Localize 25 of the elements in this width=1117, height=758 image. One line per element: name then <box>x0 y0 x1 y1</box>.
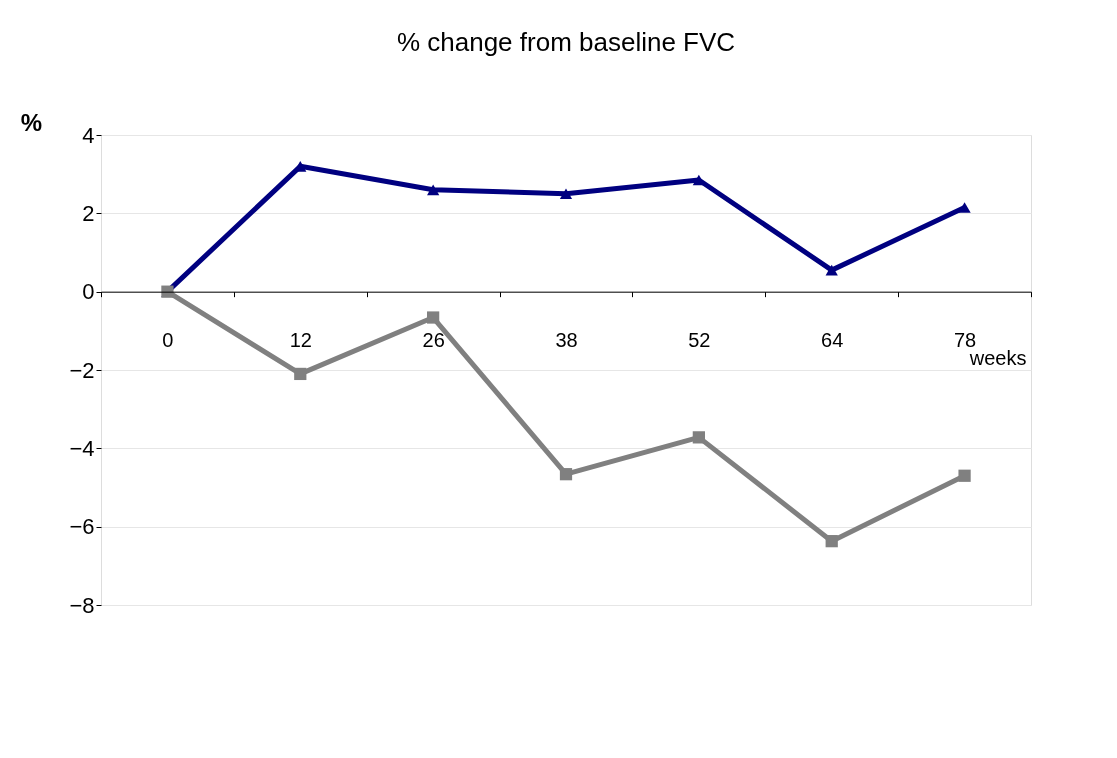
x-tick-label: 52 <box>688 329 711 352</box>
y-tick-label: −2 <box>69 357 95 383</box>
y-tick-label: 0 <box>82 279 95 305</box>
y-tick-label: −8 <box>69 592 95 618</box>
point <box>692 431 705 444</box>
point <box>825 535 838 548</box>
point <box>427 311 440 324</box>
y-tick-label: −4 <box>69 435 95 461</box>
x-tick-label: 12 <box>289 329 312 352</box>
point <box>958 202 971 213</box>
x-tick-label: 0 <box>162 329 174 352</box>
point <box>559 468 573 481</box>
point <box>294 367 307 381</box>
y-tick-label: 4 <box>82 122 95 148</box>
y-axis-title: % <box>20 108 43 136</box>
x-tick-label: 26 <box>422 329 445 352</box>
chart-title: % change from baseline FVC <box>396 27 736 57</box>
point <box>559 188 573 200</box>
y-tick-label: 2 <box>82 200 95 226</box>
x-tick-label: 64 <box>821 329 844 352</box>
x-tick-label: 38 <box>555 329 578 352</box>
y-tick-label: −6 <box>69 514 95 540</box>
point <box>825 264 838 276</box>
point <box>427 184 440 196</box>
point <box>958 469 971 482</box>
